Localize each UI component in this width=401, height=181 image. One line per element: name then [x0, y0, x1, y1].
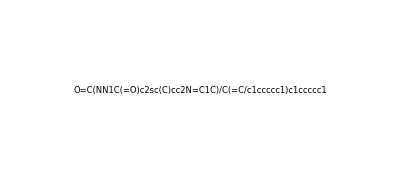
Text: O=C(NN1C(=O)c2sc(C)cc2N=C1C)/C(=C/c1ccccc1)c1ccccc1: O=C(NN1C(=O)c2sc(C)cc2N=C1C)/C(=C/c1cccc… — [74, 86, 327, 95]
